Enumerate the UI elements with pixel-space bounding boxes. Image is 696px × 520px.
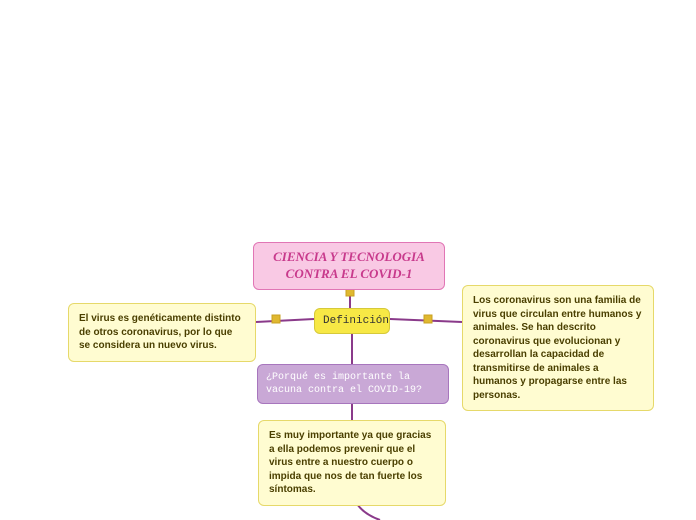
left-box-text: El virus es genéticamente distinto de ot… <box>79 313 241 351</box>
definicion-node: Definición <box>314 308 390 334</box>
left-box: El virus es genéticamente distinto de ot… <box>68 303 256 362</box>
title-node: CIENCIA Y TECNOLOGIA CONTRA EL COVID-1 <box>253 242 445 290</box>
title-line1: CIENCIA Y TECNOLOGIA <box>273 249 425 264</box>
title-line2: CONTRA EL COVID-1 <box>286 266 413 281</box>
answer-node: Es muy importante ya que gracias a ella … <box>258 420 446 506</box>
right-box: Los coronavirus son una familia de virus… <box>462 285 654 411</box>
question-text: ¿Porqué es importante la vacuna contra e… <box>266 372 422 396</box>
right-box-text: Los coronavirus son una familia de virus… <box>473 295 641 401</box>
answer-text: Es muy importante ya que gracias a ella … <box>269 430 431 495</box>
definicion-text: Definición <box>323 315 389 327</box>
question-node: ¿Porqué es importante la vacuna contra e… <box>257 364 449 404</box>
